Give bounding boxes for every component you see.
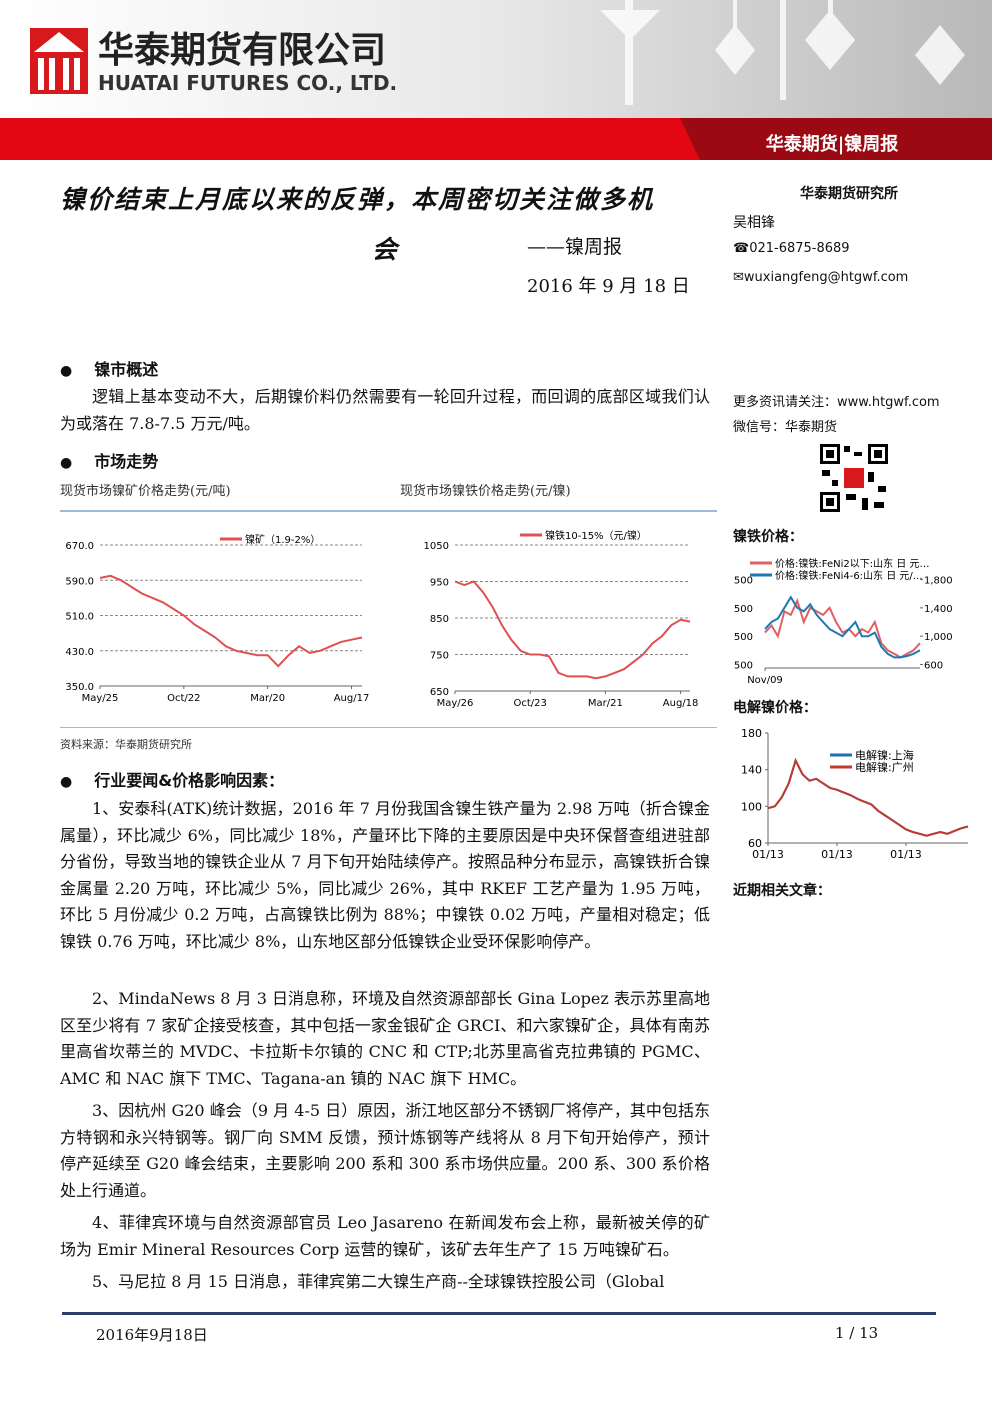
series-line xyxy=(764,598,921,659)
rule xyxy=(60,727,717,728)
y-tick-label: 750 xyxy=(430,651,449,662)
institute: 华泰期货研究所 xyxy=(800,186,898,202)
paragraph: 5、马尼拉 8 月 15 日消息，菲律宾第二大镍生产商--全球镍铁控股公司（Gl… xyxy=(92,1272,665,1291)
y-tick-label: 1,400 xyxy=(924,604,953,615)
paragraph: 3、因杭州 G20 峰会（9 月 4-5 日）原因，浙江地区部分不锈钢厂将停产，… xyxy=(60,1101,710,1200)
x-tick-label: Mar/20 xyxy=(250,693,285,704)
wechat: 微信号：华泰期货 xyxy=(733,420,838,435)
report-date: 2016 年 9 月 18 日 xyxy=(527,276,690,297)
series-line xyxy=(454,580,691,680)
x-tick-label: 01/13 xyxy=(890,848,922,861)
section-heading: 市场走势 xyxy=(60,448,158,472)
y-tick-label: 60 xyxy=(748,837,762,850)
legend-label: 价格:镍铁:FeNi2以下:山东 日 元… xyxy=(775,557,929,570)
section-heading: 行业要闻&价格影响因素： xyxy=(60,767,284,791)
legend-label: 镍矿（1.9-2%） xyxy=(245,533,320,546)
rule xyxy=(60,510,717,512)
y-left-label: 500 xyxy=(734,576,753,587)
chart-caption: 现货市场镍矿价格走势(元/吨) xyxy=(60,484,231,499)
y-tick-label: 590.0 xyxy=(65,576,94,587)
subtitle: ——镍周报 xyxy=(527,236,623,258)
paragraph: 4、菲律宾环境与自然资源部官员 Leo Jasareno 在新闻发布会上称，最新… xyxy=(60,1213,710,1259)
y-tick-label: 350.0 xyxy=(65,682,94,693)
series-line xyxy=(767,757,969,837)
y-tick-label: 850 xyxy=(430,614,449,625)
series-line xyxy=(99,574,363,668)
company-en: HUATAI FUTURES CO., LTD. xyxy=(98,71,397,95)
y-tick-label: 1,000 xyxy=(924,632,953,643)
x-tick-label: Aug/18 xyxy=(663,698,699,709)
x-tick-label: 01/13 xyxy=(821,848,853,861)
elec-heading: 电解镍价格： xyxy=(733,700,817,716)
x-tick-label: May/26 xyxy=(437,698,474,709)
x-tick-label: Nov/09 xyxy=(747,675,783,686)
phone: ☎021-6875-8689 xyxy=(733,241,850,256)
y-tick-label: 1050 xyxy=(424,541,449,552)
y-left-label: 500 xyxy=(734,632,753,643)
related-heading: 近期相关文章： xyxy=(733,883,831,899)
header-banner: 华泰期货|镍周报 华泰期货有限公司 HUATAI FUTURES CO., LT… xyxy=(0,0,992,160)
y-tick-label: 180 xyxy=(741,727,762,740)
page-number: 1 / 13 xyxy=(835,1324,879,1342)
y-tick-label: 510.0 xyxy=(65,612,94,623)
paragraph: 2、MindaNews 8 月 3 日消息称，环境及自然资源部部长 Gina L… xyxy=(60,989,710,1088)
y-tick-label: 950 xyxy=(430,578,449,589)
banner-text: 华泰期货|镍周报 xyxy=(766,133,899,155)
legend-label: 价格:镍铁:FeNi4-6:山东 日 元/… xyxy=(775,569,923,582)
y-tick-label: 670.0 xyxy=(65,541,94,552)
title-line1: 镍价结束上月底以来的反弹，本周密切关注做多机 xyxy=(60,185,655,214)
legend-label: 镍铁10-15%（元/镍） xyxy=(545,529,647,542)
x-tick-label: May/25 xyxy=(82,693,119,704)
title-line2: 会 xyxy=(372,235,398,264)
paragraph: 1、安泰科(ATK)统计数据，2016 年 7 月份我国含镍生铁产量为 2.98… xyxy=(60,799,710,951)
legend-label: 电解镍:上海 xyxy=(855,748,914,762)
paragraph: 逻辑上基本变动不大，后期镍价料仍然需要有一轮回升过程，而回调的底部区域我们认为或… xyxy=(60,387,710,433)
x-tick-label: Aug/17 xyxy=(334,693,370,704)
x-tick-label: 01/13 xyxy=(752,848,784,861)
y-tick-label: 140 xyxy=(741,764,762,777)
company-cn: 华泰期货有限公司 xyxy=(98,30,386,71)
y-left-label: 500 xyxy=(734,660,753,671)
x-tick-label: Oct/23 xyxy=(514,698,547,709)
footer-date: 2016年9月18日 xyxy=(96,1326,208,1344)
y-tick-label: 650 xyxy=(430,687,449,698)
y-tick-label: 1,800 xyxy=(924,576,953,587)
section-heading: 镍市概述 xyxy=(60,356,158,380)
more-info: 更多资讯请关注：www.htgwf.com xyxy=(733,395,940,410)
y-left-label: 500 xyxy=(734,604,753,615)
source: 资料来源：华泰期货研究所 xyxy=(60,738,192,751)
author: 吴相锋 xyxy=(733,215,775,231)
y-tick-label: 430.0 xyxy=(65,647,94,658)
nife-heading: 镍铁价格： xyxy=(733,529,803,545)
x-tick-label: Mar/21 xyxy=(588,698,623,709)
email: ✉wuxiangfeng@htgwf.com xyxy=(733,270,909,285)
y-tick-label: 100 xyxy=(741,800,762,813)
legend-label: 电解镍:广州 xyxy=(855,760,914,774)
series-line xyxy=(764,595,921,659)
footer-rule xyxy=(62,1312,936,1315)
x-tick-label: Oct/22 xyxy=(167,693,200,704)
qr-code xyxy=(818,442,890,514)
chart-caption: 现货市场镍铁价格走势(元/镍) xyxy=(400,484,571,499)
y-tick-label: 600 xyxy=(924,660,943,671)
